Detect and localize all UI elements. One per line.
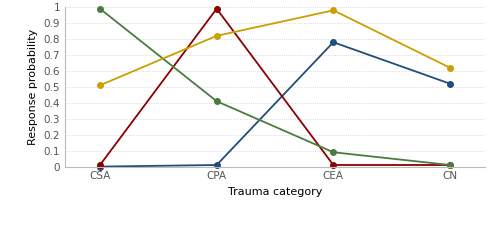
Line: Poly victimisation: Poly victimisation xyxy=(97,8,453,88)
X-axis label: Trauma category: Trauma category xyxy=(228,187,322,197)
Emotional abuse and neglect xyxy=(330,41,336,44)
Sexual abuse xyxy=(97,7,103,10)
Line: Emotional abuse and neglect: Emotional abuse and neglect xyxy=(97,40,453,169)
Emotional abuse and neglect xyxy=(214,164,220,166)
Physical abuse xyxy=(97,164,103,166)
Emotional abuse and neglect xyxy=(97,165,103,168)
Line: Sexual abuse: Sexual abuse xyxy=(97,6,453,168)
Emotional abuse and neglect xyxy=(447,82,453,85)
Line: Physical abuse: Physical abuse xyxy=(97,6,453,168)
Physical abuse xyxy=(214,7,220,10)
Poly victimisation xyxy=(330,9,336,12)
Physical abuse xyxy=(330,164,336,166)
Sexual abuse xyxy=(330,151,336,154)
Sexual abuse xyxy=(214,100,220,103)
Sexual abuse xyxy=(447,164,453,166)
Physical abuse xyxy=(447,164,453,166)
Poly victimisation xyxy=(214,35,220,37)
Poly victimisation xyxy=(97,84,103,87)
Poly victimisation xyxy=(447,66,453,69)
Y-axis label: Response probability: Response probability xyxy=(28,29,38,145)
